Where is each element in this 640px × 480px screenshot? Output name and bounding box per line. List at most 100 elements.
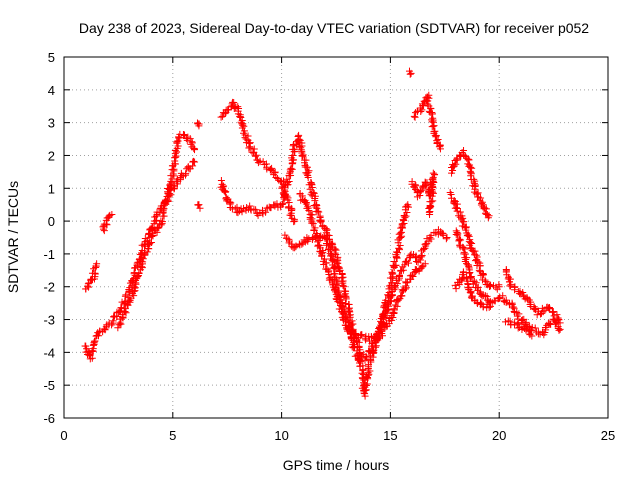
data-point [234, 209, 242, 217]
data-point [254, 159, 262, 167]
data-point [486, 302, 494, 310]
data-point [511, 283, 519, 291]
data-point [481, 276, 489, 284]
data-point [195, 122, 203, 130]
data-point [251, 152, 259, 160]
data-point [471, 185, 479, 193]
data-point [394, 296, 402, 304]
data-point [173, 148, 181, 156]
data-point [410, 112, 418, 120]
data-point [339, 281, 347, 289]
data-point [485, 303, 493, 311]
y-tick-label: 1 [48, 181, 55, 196]
data-point [311, 197, 319, 205]
data-point [358, 331, 366, 339]
data-point [139, 255, 147, 263]
data-point [411, 266, 419, 274]
data-point [477, 201, 485, 209]
data-point [114, 324, 122, 332]
data-point [362, 386, 370, 394]
data-point [549, 308, 557, 316]
data-point [548, 308, 556, 316]
data-point [388, 291, 396, 299]
y-tick-label: 0 [48, 214, 55, 229]
data-point [465, 263, 473, 271]
data-point [131, 276, 139, 284]
data-point [135, 269, 143, 277]
data-point [237, 118, 245, 126]
data-point [555, 326, 563, 334]
data-point [531, 324, 539, 332]
x-axis-label: GPS time / hours [283, 457, 390, 473]
data-point [412, 257, 420, 265]
data-point [365, 347, 373, 355]
data-point [305, 235, 313, 243]
data-point [193, 119, 201, 127]
data-point [528, 332, 536, 340]
data-point [308, 219, 316, 227]
data-point [319, 222, 327, 230]
data-point [520, 293, 528, 301]
data-point [420, 245, 428, 253]
data-point [365, 337, 373, 345]
data-point [545, 304, 553, 312]
data-point [305, 206, 313, 214]
data-point [357, 331, 365, 339]
data-point [396, 271, 404, 279]
data-point [460, 250, 468, 258]
data-point [309, 220, 317, 228]
data-point [314, 207, 322, 215]
data-point [500, 298, 508, 306]
data-point [341, 314, 349, 322]
data-point [522, 318, 530, 326]
data-point [427, 104, 435, 112]
y-tick-label: -6 [43, 411, 55, 426]
data-point [531, 305, 539, 313]
data-point [143, 248, 151, 256]
data-point [265, 203, 273, 211]
data-point [470, 277, 478, 285]
data-point [407, 69, 415, 77]
data-point [183, 136, 191, 144]
data-point [332, 295, 340, 303]
data-point [419, 102, 427, 110]
data-point [329, 281, 337, 289]
data-point [490, 297, 498, 305]
data-point [507, 280, 515, 288]
data-point [470, 175, 478, 183]
data-point [460, 218, 468, 226]
data-point [352, 330, 360, 338]
data-point [427, 231, 435, 239]
data-point [93, 260, 101, 268]
data-point [555, 316, 563, 324]
data-point [479, 271, 487, 279]
data-point [171, 160, 179, 168]
y-tick-label: 3 [48, 116, 55, 131]
data-point [246, 144, 254, 152]
data-point [449, 166, 457, 174]
data-point [362, 382, 370, 390]
data-point [240, 127, 248, 135]
data-point [462, 256, 470, 264]
data-point [117, 304, 125, 312]
x-tick-label: 5 [169, 428, 176, 443]
x-tick-label: 20 [492, 428, 506, 443]
data-point [475, 266, 483, 274]
data-point [195, 201, 203, 209]
data-point [84, 280, 92, 288]
data-point [420, 183, 428, 191]
data-point [246, 202, 254, 210]
y-tick-label: 2 [48, 148, 55, 163]
data-point [303, 170, 311, 178]
data-point [403, 257, 411, 265]
data-point [396, 246, 404, 254]
data-point [191, 158, 199, 166]
data-point [149, 232, 157, 240]
data-point [401, 258, 409, 266]
data-point [452, 231, 460, 239]
data-point [304, 174, 312, 182]
data-point [266, 166, 274, 174]
data-point [466, 268, 474, 276]
data-point [422, 181, 430, 189]
